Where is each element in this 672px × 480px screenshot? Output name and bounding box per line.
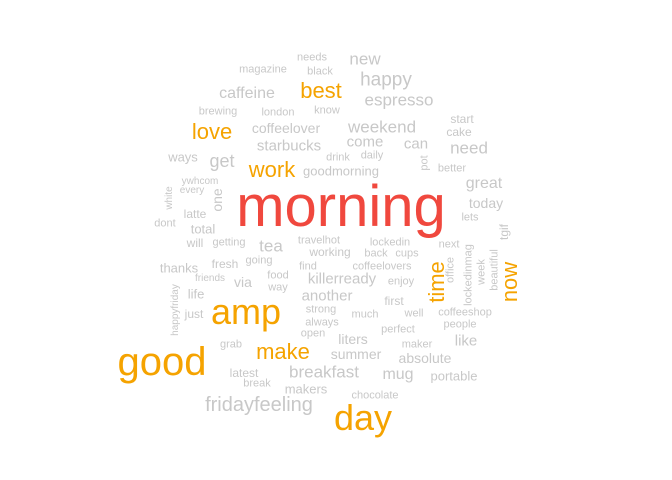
- cloud-word: tea: [259, 236, 283, 256]
- cloud-word: killerready: [307, 270, 377, 288]
- cloud-word: cake: [446, 125, 472, 139]
- cloud-word: coffeeshop: [438, 306, 492, 319]
- cloud-word: week: [475, 259, 488, 285]
- cloud-word: lets: [461, 211, 479, 224]
- cloud-word: magazine: [239, 63, 287, 76]
- cloud-word: every: [179, 185, 205, 196]
- cloud-word: espresso: [364, 90, 434, 110]
- cloud-word: white: [164, 186, 175, 210]
- cloud-word: portable: [430, 368, 478, 384]
- cloud-word: love: [191, 119, 233, 144]
- cloud-word: happy: [360, 69, 412, 91]
- cloud-word: next: [438, 238, 460, 251]
- cloud-word: pot: [418, 155, 431, 171]
- cloud-word: life: [187, 286, 205, 302]
- cloud-word: fresh: [211, 257, 239, 271]
- cloud-word: get: [209, 151, 235, 171]
- cloud-word: summer: [330, 346, 382, 362]
- cloud-word: lockedin: [369, 236, 411, 249]
- cloud-word: total: [190, 221, 216, 237]
- cloud-word: mug: [382, 366, 414, 383]
- cloud-word: fridayfeeling: [205, 394, 313, 416]
- cloud-word: lockedinmag: [462, 244, 475, 306]
- cloud-word: ways: [168, 149, 198, 165]
- cloud-word: cups: [395, 247, 419, 260]
- cloud-word: new: [349, 49, 381, 69]
- cloud-word: another: [301, 287, 353, 305]
- cloud-word: much: [351, 308, 379, 321]
- cloud-word: make: [256, 339, 310, 364]
- cloud-word: beautiful: [488, 249, 501, 291]
- cloud-word: tgif: [497, 223, 511, 241]
- cloud-word: one: [209, 188, 225, 212]
- cloud-word: friends: [194, 273, 226, 284]
- cloud-word: thanks: [159, 260, 199, 276]
- cloud-word: people: [443, 318, 477, 331]
- cloud-word: start: [450, 112, 474, 126]
- cloud-word: needs: [297, 51, 327, 64]
- cloud-word: now: [497, 261, 522, 303]
- cloud-word: breakfast: [289, 362, 359, 382]
- cloud-word: food: [267, 269, 289, 282]
- cloud-word: know: [314, 104, 340, 117]
- cloud-word: enjoy: [387, 275, 415, 288]
- cloud-word: coffeelover: [251, 120, 321, 136]
- cloud-word: office: [444, 256, 457, 284]
- cloud-word: better: [437, 162, 467, 175]
- cloud-word: perfect: [381, 323, 415, 336]
- cloud-word: first: [384, 294, 404, 308]
- cloud-word: great: [465, 175, 503, 192]
- cloud-word: daily: [360, 149, 384, 162]
- cloud-word: way: [268, 281, 288, 294]
- cloud-word: open: [300, 327, 326, 340]
- cloud-word: brewing: [198, 105, 238, 118]
- cloud-word: caffeine: [219, 85, 275, 102]
- cloud-word: need: [450, 138, 488, 158]
- cloud-word: goodmorning: [303, 163, 379, 179]
- cloud-word: will: [186, 236, 204, 250]
- cloud-word: travelhot: [297, 234, 341, 247]
- cloud-word: strong: [305, 303, 337, 316]
- cloud-word: working: [309, 245, 351, 259]
- cloud-word: chocolate: [351, 389, 399, 402]
- cloud-word: latte: [183, 207, 207, 221]
- cloud-word: drink: [326, 151, 350, 164]
- cloud-word: best: [300, 78, 342, 103]
- cloud-word: via: [234, 274, 252, 290]
- cloud-word: amp: [210, 291, 282, 332]
- cloud-word: can: [403, 135, 429, 153]
- cloud-word: maker: [401, 338, 433, 351]
- cloud-word: find: [299, 260, 317, 273]
- cloud-word: latest: [229, 366, 259, 380]
- cloud-word: black: [307, 65, 333, 78]
- cloud-word: makers: [284, 381, 328, 397]
- cloud-word: grab: [219, 338, 243, 351]
- cloud-word: good: [117, 340, 207, 384]
- cloud-word: getting: [212, 236, 246, 249]
- cloud-word: morning: [236, 174, 446, 239]
- cloud-word: weekend: [347, 117, 417, 137]
- cloud-word: coffeelovers: [352, 260, 412, 273]
- cloud-word: ywhcom: [181, 176, 219, 187]
- cloud-word: absolute: [398, 350, 452, 366]
- cloud-word: happyfriday: [170, 284, 181, 336]
- cloud-word: back: [364, 247, 388, 260]
- cloud-word: liters: [338, 331, 368, 347]
- cloud-word: going: [245, 254, 273, 267]
- cloud-word: always: [305, 316, 339, 329]
- cloud-word: just: [184, 307, 204, 321]
- cloud-word: today: [468, 195, 504, 211]
- cloud-word: london: [261, 106, 295, 119]
- cloud-word: work: [248, 157, 296, 182]
- cloud-word: well: [404, 307, 424, 320]
- cloud-word: day: [333, 397, 393, 438]
- cloud-word: dont: [154, 217, 176, 230]
- cloud-word: starbucks: [256, 137, 322, 155]
- cloud-word: come: [346, 133, 384, 151]
- cloud-word: like: [454, 332, 478, 350]
- cloud-word: break: [243, 377, 271, 390]
